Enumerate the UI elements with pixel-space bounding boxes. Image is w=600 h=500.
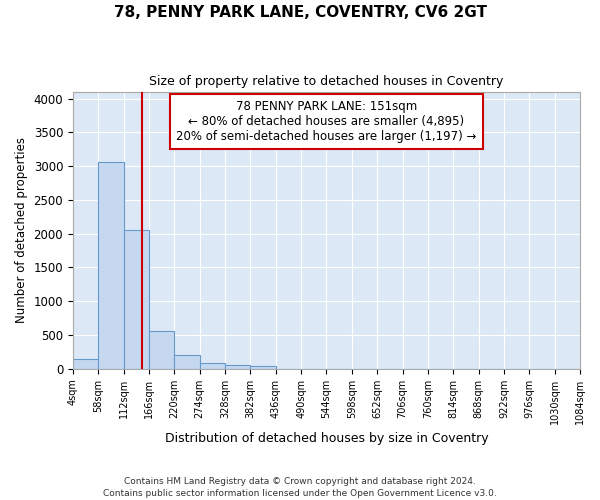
Bar bbox=[124, 230, 149, 368]
Bar bbox=[149, 331, 175, 368]
Text: 78, PENNY PARK LANE, COVENTRY, CV6 2GT: 78, PENNY PARK LANE, COVENTRY, CV6 2GT bbox=[113, 5, 487, 20]
Text: 78 PENNY PARK LANE: 151sqm
← 80% of detached houses are smaller (4,895)
20% of s: 78 PENNY PARK LANE: 151sqm ← 80% of deta… bbox=[176, 100, 476, 143]
Bar bbox=[175, 355, 200, 368]
X-axis label: Distribution of detached houses by size in Coventry: Distribution of detached houses by size … bbox=[164, 432, 488, 445]
Text: Contains HM Land Registry data © Crown copyright and database right 2024.
Contai: Contains HM Land Registry data © Crown c… bbox=[103, 476, 497, 498]
Y-axis label: Number of detached properties: Number of detached properties bbox=[15, 138, 28, 324]
Title: Size of property relative to detached houses in Coventry: Size of property relative to detached ho… bbox=[149, 75, 503, 88]
Bar bbox=[250, 366, 276, 368]
Bar bbox=[225, 366, 250, 368]
Bar bbox=[73, 358, 98, 368]
Bar bbox=[98, 162, 124, 368]
Bar bbox=[200, 364, 225, 368]
